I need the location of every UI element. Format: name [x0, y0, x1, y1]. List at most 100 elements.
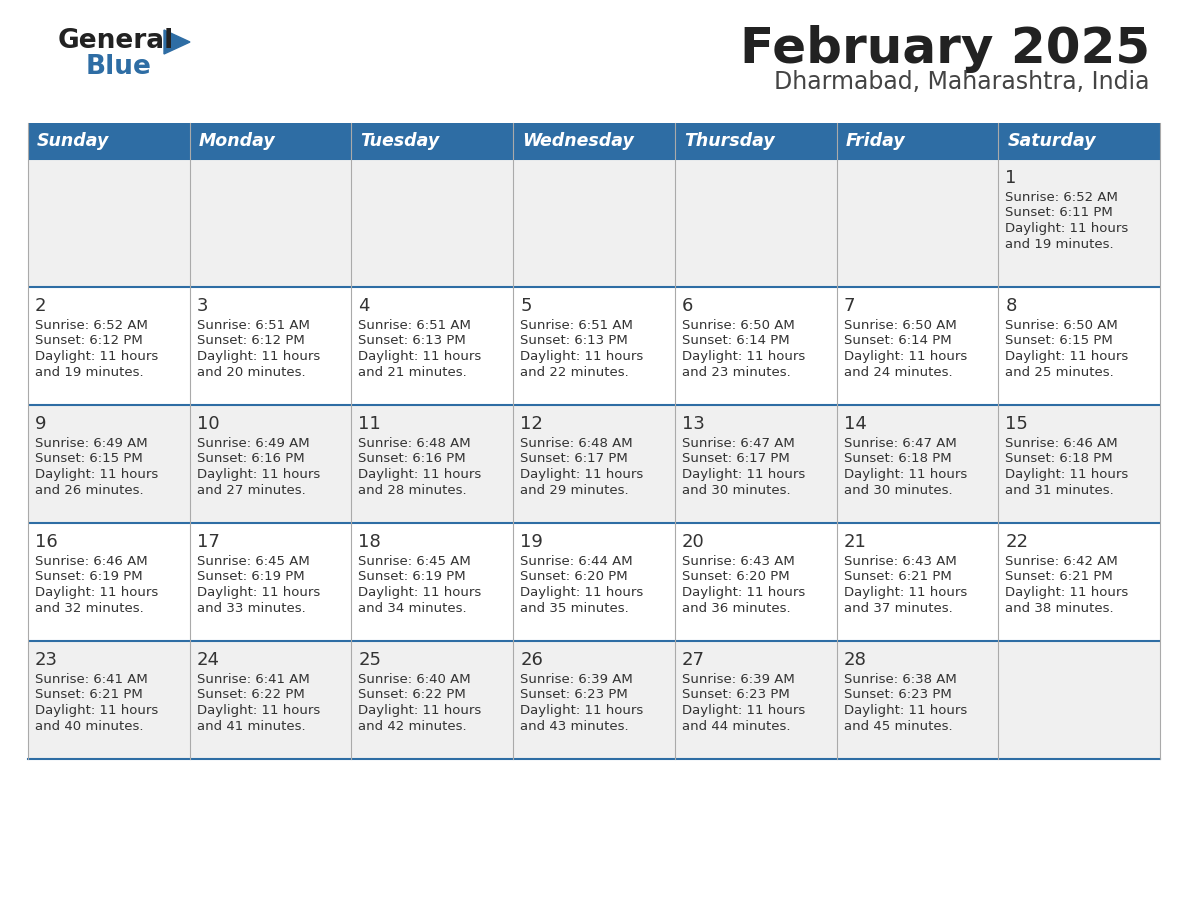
Text: and 43 minutes.: and 43 minutes.	[520, 720, 628, 733]
Text: and 31 minutes.: and 31 minutes.	[1005, 484, 1114, 497]
Text: Daylight: 11 hours: Daylight: 11 hours	[1005, 222, 1129, 235]
Bar	[29, 523, 190, 641]
Text: 6: 6	[682, 297, 694, 315]
Bar	[513, 641, 675, 759]
Bar	[675, 641, 836, 759]
Text: February 2025: February 2025	[740, 25, 1150, 73]
Text: Sunset: 6:17 PM: Sunset: 6:17 PM	[520, 453, 628, 465]
Text: 22: 22	[1005, 533, 1029, 551]
Text: Tuesday: Tuesday	[360, 132, 440, 150]
Text: Daylight: 11 hours: Daylight: 11 hours	[34, 350, 158, 363]
Text: Daylight: 11 hours: Daylight: 11 hours	[34, 586, 158, 599]
Text: and 37 minutes.: and 37 minutes.	[843, 601, 953, 614]
Text: Daylight: 11 hours: Daylight: 11 hours	[520, 350, 644, 363]
Bar	[675, 123, 836, 159]
Bar	[190, 159, 352, 287]
Text: Sunset: 6:19 PM: Sunset: 6:19 PM	[197, 570, 304, 584]
Bar	[836, 159, 998, 287]
Text: Daylight: 11 hours: Daylight: 11 hours	[520, 586, 644, 599]
Text: Sunset: 6:20 PM: Sunset: 6:20 PM	[682, 570, 790, 584]
Bar	[836, 287, 998, 405]
Text: and 42 minutes.: and 42 minutes.	[359, 720, 467, 733]
Text: and 22 minutes.: and 22 minutes.	[520, 365, 628, 378]
Bar	[190, 123, 352, 159]
Bar	[29, 287, 190, 405]
Text: Sunset: 6:12 PM: Sunset: 6:12 PM	[197, 334, 304, 348]
Text: Sunrise: 6:49 AM: Sunrise: 6:49 AM	[197, 437, 309, 450]
Text: Sunrise: 6:52 AM: Sunrise: 6:52 AM	[1005, 191, 1118, 204]
Text: 28: 28	[843, 651, 866, 669]
Text: Sunrise: 6:46 AM: Sunrise: 6:46 AM	[34, 555, 147, 568]
Text: Sunset: 6:20 PM: Sunset: 6:20 PM	[520, 570, 627, 584]
Text: and 30 minutes.: and 30 minutes.	[682, 484, 790, 497]
Bar	[352, 641, 513, 759]
Text: Sunset: 6:13 PM: Sunset: 6:13 PM	[520, 334, 628, 348]
Text: Sunrise: 6:45 AM: Sunrise: 6:45 AM	[197, 555, 309, 568]
Text: Sunset: 6:18 PM: Sunset: 6:18 PM	[1005, 453, 1113, 465]
Text: 23: 23	[34, 651, 58, 669]
Text: 2: 2	[34, 297, 46, 315]
Text: Sunrise: 6:39 AM: Sunrise: 6:39 AM	[520, 673, 633, 686]
Text: Daylight: 11 hours: Daylight: 11 hours	[197, 468, 320, 481]
Bar	[675, 287, 836, 405]
Text: Sunset: 6:16 PM: Sunset: 6:16 PM	[197, 453, 304, 465]
Text: Sunrise: 6:42 AM: Sunrise: 6:42 AM	[1005, 555, 1118, 568]
Bar	[352, 159, 513, 287]
Text: Sunrise: 6:47 AM: Sunrise: 6:47 AM	[682, 437, 795, 450]
Text: and 38 minutes.: and 38 minutes.	[1005, 601, 1114, 614]
Text: and 35 minutes.: and 35 minutes.	[520, 601, 628, 614]
Text: Sunrise: 6:43 AM: Sunrise: 6:43 AM	[682, 555, 795, 568]
Text: Daylight: 11 hours: Daylight: 11 hours	[359, 350, 481, 363]
Text: 27: 27	[682, 651, 704, 669]
Text: Sunset: 6:23 PM: Sunset: 6:23 PM	[682, 688, 790, 701]
Bar	[190, 641, 352, 759]
Text: and 27 minutes.: and 27 minutes.	[197, 484, 305, 497]
Text: Daylight: 11 hours: Daylight: 11 hours	[359, 704, 481, 717]
Text: Daylight: 11 hours: Daylight: 11 hours	[359, 586, 481, 599]
Text: Sunrise: 6:46 AM: Sunrise: 6:46 AM	[1005, 437, 1118, 450]
Text: and 23 minutes.: and 23 minutes.	[682, 365, 790, 378]
Text: Sunrise: 6:41 AM: Sunrise: 6:41 AM	[197, 673, 309, 686]
Text: Sunrise: 6:48 AM: Sunrise: 6:48 AM	[520, 437, 633, 450]
Text: General: General	[58, 28, 175, 54]
Bar	[998, 287, 1159, 405]
Text: Sunset: 6:13 PM: Sunset: 6:13 PM	[359, 334, 466, 348]
Text: and 19 minutes.: and 19 minutes.	[1005, 238, 1114, 251]
Text: Daylight: 11 hours: Daylight: 11 hours	[843, 704, 967, 717]
Text: 1: 1	[1005, 169, 1017, 187]
Text: Sunrise: 6:39 AM: Sunrise: 6:39 AM	[682, 673, 795, 686]
Bar	[998, 523, 1159, 641]
Text: 20: 20	[682, 533, 704, 551]
Text: Sunrise: 6:50 AM: Sunrise: 6:50 AM	[1005, 319, 1118, 332]
Text: Sunrise: 6:52 AM: Sunrise: 6:52 AM	[34, 319, 147, 332]
Text: Sunrise: 6:49 AM: Sunrise: 6:49 AM	[34, 437, 147, 450]
Text: Sunset: 6:17 PM: Sunset: 6:17 PM	[682, 453, 790, 465]
Text: and 30 minutes.: and 30 minutes.	[843, 484, 953, 497]
Text: Sunset: 6:19 PM: Sunset: 6:19 PM	[34, 570, 143, 584]
Text: Sunrise: 6:43 AM: Sunrise: 6:43 AM	[843, 555, 956, 568]
Text: Sunset: 6:14 PM: Sunset: 6:14 PM	[682, 334, 790, 348]
Bar	[29, 159, 190, 287]
Text: and 26 minutes.: and 26 minutes.	[34, 484, 144, 497]
Text: Sunrise: 6:51 AM: Sunrise: 6:51 AM	[359, 319, 472, 332]
Text: Sunset: 6:22 PM: Sunset: 6:22 PM	[359, 688, 466, 701]
Text: Saturday: Saturday	[1007, 132, 1095, 150]
Text: Sunrise: 6:48 AM: Sunrise: 6:48 AM	[359, 437, 472, 450]
Text: and 20 minutes.: and 20 minutes.	[197, 365, 305, 378]
Text: Sunrise: 6:51 AM: Sunrise: 6:51 AM	[197, 319, 310, 332]
Text: 17: 17	[197, 533, 220, 551]
Text: 10: 10	[197, 415, 220, 433]
Bar	[675, 523, 836, 641]
Text: Sunset: 6:16 PM: Sunset: 6:16 PM	[359, 453, 466, 465]
Text: Sunrise: 6:50 AM: Sunrise: 6:50 AM	[682, 319, 795, 332]
Text: and 25 minutes.: and 25 minutes.	[1005, 365, 1114, 378]
Bar	[998, 123, 1159, 159]
Bar	[513, 405, 675, 523]
Text: Daylight: 11 hours: Daylight: 11 hours	[34, 704, 158, 717]
Text: Blue: Blue	[86, 54, 152, 80]
Text: 26: 26	[520, 651, 543, 669]
Text: Sunrise: 6:41 AM: Sunrise: 6:41 AM	[34, 673, 147, 686]
Text: 18: 18	[359, 533, 381, 551]
Text: and 29 minutes.: and 29 minutes.	[520, 484, 628, 497]
Text: Daylight: 11 hours: Daylight: 11 hours	[682, 704, 805, 717]
